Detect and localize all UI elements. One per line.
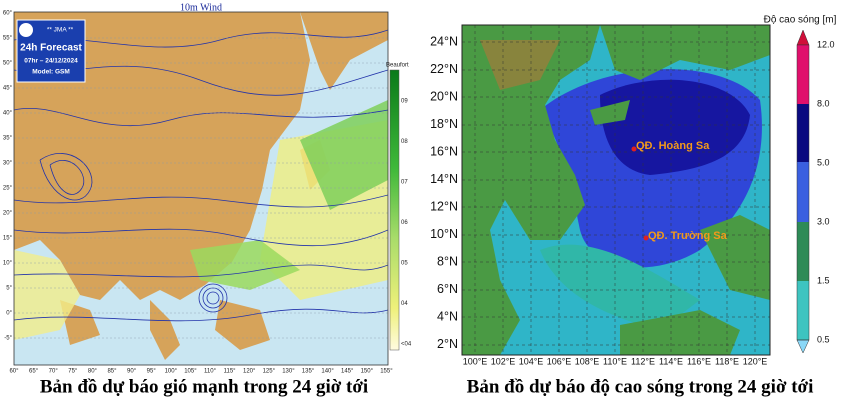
lon-label: 100° bbox=[165, 369, 178, 375]
lat-label: 14°N bbox=[430, 172, 458, 186]
lat-label: 6°N bbox=[437, 282, 458, 296]
colorbar-label: 1.5 bbox=[817, 275, 830, 285]
lon-label: 112°E bbox=[631, 356, 655, 366]
badge-line: 07hr – 24/12/2024 bbox=[24, 58, 78, 65]
lat-label: 12°N bbox=[430, 199, 458, 213]
lon-label: 104°E bbox=[519, 356, 544, 366]
badge-line: Model: GSM bbox=[32, 69, 70, 76]
lat-label: 2°N bbox=[437, 337, 458, 351]
lon-label: 105° bbox=[184, 369, 197, 375]
lon-label: 140° bbox=[321, 369, 334, 375]
lat-label: 15° bbox=[3, 236, 13, 242]
lon-label: 60° bbox=[9, 369, 19, 375]
colorbar-label: <04 bbox=[401, 342, 412, 348]
annotation: QĐ. Trường Sa bbox=[648, 230, 728, 242]
lat-label: 24°N bbox=[430, 34, 458, 48]
lat-label: 40° bbox=[3, 111, 13, 117]
lat-label: 55° bbox=[3, 36, 13, 42]
lat-label: 20°N bbox=[430, 89, 458, 103]
lat-label: 10° bbox=[3, 261, 13, 267]
lat-label: 8°N bbox=[437, 254, 458, 268]
lat-label: 0° bbox=[6, 311, 12, 317]
lat-label: 30° bbox=[3, 161, 13, 167]
badge-line: 24h Forecast bbox=[20, 43, 82, 54]
colorbar-label: 12.0 bbox=[817, 39, 835, 49]
lon-label: 120° bbox=[243, 369, 256, 375]
wave-colorbar bbox=[796, 29, 810, 354]
jma-logo bbox=[19, 23, 33, 37]
lon-label: 65° bbox=[29, 369, 39, 375]
colorbar-label: 08 bbox=[401, 139, 408, 145]
lon-label: 114°E bbox=[659, 356, 683, 366]
lon-label: 106°E bbox=[547, 356, 572, 366]
lon-label: 75° bbox=[68, 369, 78, 375]
lat-label: -5° bbox=[4, 336, 12, 342]
lat-label: 16°N bbox=[430, 144, 458, 158]
annotation: QĐ. Hoàng Sa bbox=[636, 140, 710, 152]
lat-label: 45° bbox=[3, 86, 13, 92]
colorbar-title: Beaufort bbox=[386, 63, 409, 69]
colorbar-label: 09 bbox=[401, 99, 408, 105]
map-frame bbox=[461, 24, 771, 356]
lat-label: 25° bbox=[3, 186, 13, 192]
caption: Bản đồ dự báo độ cao sóng trong 24 giờ t… bbox=[467, 376, 814, 397]
lon-label: 90° bbox=[127, 369, 137, 375]
caption: Bản đồ dự báo gió mạnh trong 24 giờ tới bbox=[40, 376, 368, 397]
colorbar-label: 04 bbox=[401, 301, 408, 307]
lon-label: 118°E bbox=[715, 356, 739, 366]
lon-label: 102°E bbox=[491, 356, 516, 366]
lon-label: 125° bbox=[263, 369, 276, 375]
lat-label: 35° bbox=[3, 136, 13, 142]
lat-label: 22°N bbox=[430, 62, 458, 76]
lon-label: 155° bbox=[380, 369, 393, 375]
colorbar-label: 3.0 bbox=[817, 216, 830, 226]
lon-label: 108°E bbox=[575, 356, 600, 366]
lon-label: 115° bbox=[224, 369, 237, 375]
lat-label: 50° bbox=[3, 61, 13, 67]
wind-map bbox=[14, 12, 388, 365]
lon-label: 150° bbox=[361, 369, 374, 375]
colorbar-label: 05 bbox=[401, 261, 408, 267]
lon-label: 85° bbox=[107, 369, 117, 375]
lon-label: 110°E bbox=[603, 356, 627, 366]
lon-label: 80° bbox=[88, 369, 98, 375]
lon-label: 116°E bbox=[687, 356, 711, 366]
colorbar-label: 06 bbox=[401, 220, 408, 226]
wave-map bbox=[462, 25, 770, 355]
lat-label: 5° bbox=[6, 286, 12, 292]
badge-line: ** JMA ** bbox=[47, 27, 74, 34]
lon-label: 145° bbox=[341, 369, 354, 375]
lat-label: 4°N bbox=[437, 309, 458, 323]
lon-label: 130° bbox=[282, 369, 295, 375]
lon-label: 100°E bbox=[463, 356, 488, 366]
lon-label: 120°E bbox=[743, 356, 768, 366]
lon-label: 110° bbox=[204, 369, 217, 375]
colorbar-title: Độ cao sóng [m] bbox=[764, 15, 837, 26]
lon-label: 95° bbox=[147, 369, 157, 375]
colorbar bbox=[389, 69, 400, 351]
lat-label: 10°N bbox=[430, 227, 458, 241]
lat-label: 20° bbox=[3, 211, 13, 217]
colorbar-label: 5.0 bbox=[817, 157, 830, 167]
lat-label: 60° bbox=[3, 11, 13, 17]
colorbar-label: 8.0 bbox=[817, 98, 830, 108]
lon-label: 135° bbox=[302, 369, 315, 375]
map-frame bbox=[13, 11, 389, 366]
map-title: 10m Wind bbox=[180, 2, 222, 13]
colorbar-label: 07 bbox=[401, 180, 408, 186]
lat-label: 18°N bbox=[430, 117, 458, 131]
colorbar-label: 0.5 bbox=[817, 334, 830, 344]
lon-label: 70° bbox=[49, 369, 59, 375]
